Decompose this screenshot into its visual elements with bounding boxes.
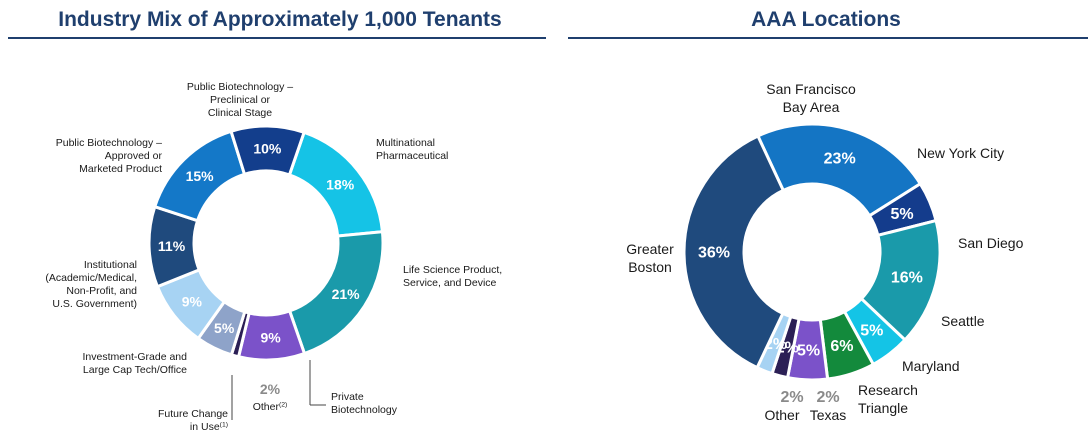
legend-label-texas: Texas (810, 407, 847, 423)
pct-label-other: 2% (260, 381, 281, 397)
legend-label-san-diego: San Diego (958, 235, 1024, 251)
legend-label-institutional: Institutional (Academic/Medical, Non-Profi… (45, 259, 137, 310)
title-rule (8, 37, 546, 39)
industry-mix-donut-chart: 18% 21% 9% 5% 9% 11% 15% 10% Multinational Pharma… (45, 81, 502, 433)
industry-mix-panel: Industry Mix of Approximately 1,000 Tena… (8, 8, 546, 433)
pct-label-private-biotechnology: 9% (261, 329, 282, 345)
legend-label-san-francisco-bay-area: San Francisco Bay Area (766, 81, 856, 115)
legend-label-research-triangle: Research Triangle (858, 382, 918, 416)
pct-label-maryland: 6% (830, 338, 853, 355)
pct-label-san-diego: 16% (891, 269, 923, 286)
legend-label-other: Other (764, 407, 799, 423)
legend-label-private-biotechnology: Private Biotechnology (331, 391, 398, 416)
pct-label-texas-outside: 2% (816, 389, 839, 406)
legend-label-public-biotech-approved: Public Biotechnology – Approved or Markete… (56, 137, 163, 175)
legend-label-life-science-product: Life Science Product, Service, and Device (403, 264, 502, 289)
legend-label-investment-grade: Investment-Grade and Large Cap Tech/Offic… (83, 351, 188, 376)
chart-title-industry-mix: Industry Mix of Approximately 1,000 Tena… (58, 8, 502, 31)
legend-label-maryland: Maryland (902, 358, 960, 374)
legend-label-future-change-in-use: Future Change in Use(1) (158, 408, 228, 433)
legend-label-public-biotech-preclinical: Public Biotechnology – Preclinical or Clin… (187, 81, 293, 119)
pct-label-san-francisco-bay-area: 23% (824, 151, 856, 168)
slice-san-francisco-bay-area (755, 122, 923, 218)
slice-public-biotechnology-preclinical-or-clinical-stage (229, 124, 306, 177)
pct-label-investment-grade-and-large-cap-tech-office: 9% (182, 294, 203, 310)
pct-label-research-triangle: 5% (797, 343, 820, 360)
chart-title-aaa-locations: AAA Locations (751, 8, 901, 31)
legend-label-multinational-pharmaceutical: Multinational Pharmaceutical (376, 137, 448, 162)
pct-label-slice-4: 5% (214, 320, 235, 336)
pct-label-greater-boston: 36% (698, 244, 730, 261)
title-rule (568, 37, 1088, 39)
aaa-locations-panel: AAA Locations 23% 5% 16% 5% 6% 5% 2% 2% 36% San F… (560, 0, 1092, 445)
pct-label-life-science-product-service-and-device: 21% (332, 286, 361, 302)
pct-label-new-york-city: 5% (891, 206, 914, 223)
pct-label-seattle: 5% (860, 322, 883, 339)
pct-label-public-biotechnology-preclinical-or-clinical-stage: 10% (253, 141, 282, 157)
pct-label-other-outside: 2% (780, 389, 803, 406)
legend-label-greater-boston: Greater Boston (626, 241, 674, 275)
legend-label-seattle: Seattle (941, 313, 985, 329)
legend-label-other: Other(2) (253, 401, 288, 413)
legend-label-new-york-city: New York City (917, 145, 1004, 161)
slice-greater-boston (682, 133, 786, 370)
pct-label-multinational-pharmaceutical: 18% (326, 177, 355, 193)
pct-label-institutional-academic-medical-non-profit-and-u-s-government: 11% (158, 238, 186, 254)
pct-label-public-biotechnology-approved-or-marketed-product: 15% (186, 168, 215, 184)
aaa-locations-donut-chart: 23% 5% 16% 5% 6% 5% 2% 2% 36% San Francisco Bay Ar… (626, 81, 1024, 423)
